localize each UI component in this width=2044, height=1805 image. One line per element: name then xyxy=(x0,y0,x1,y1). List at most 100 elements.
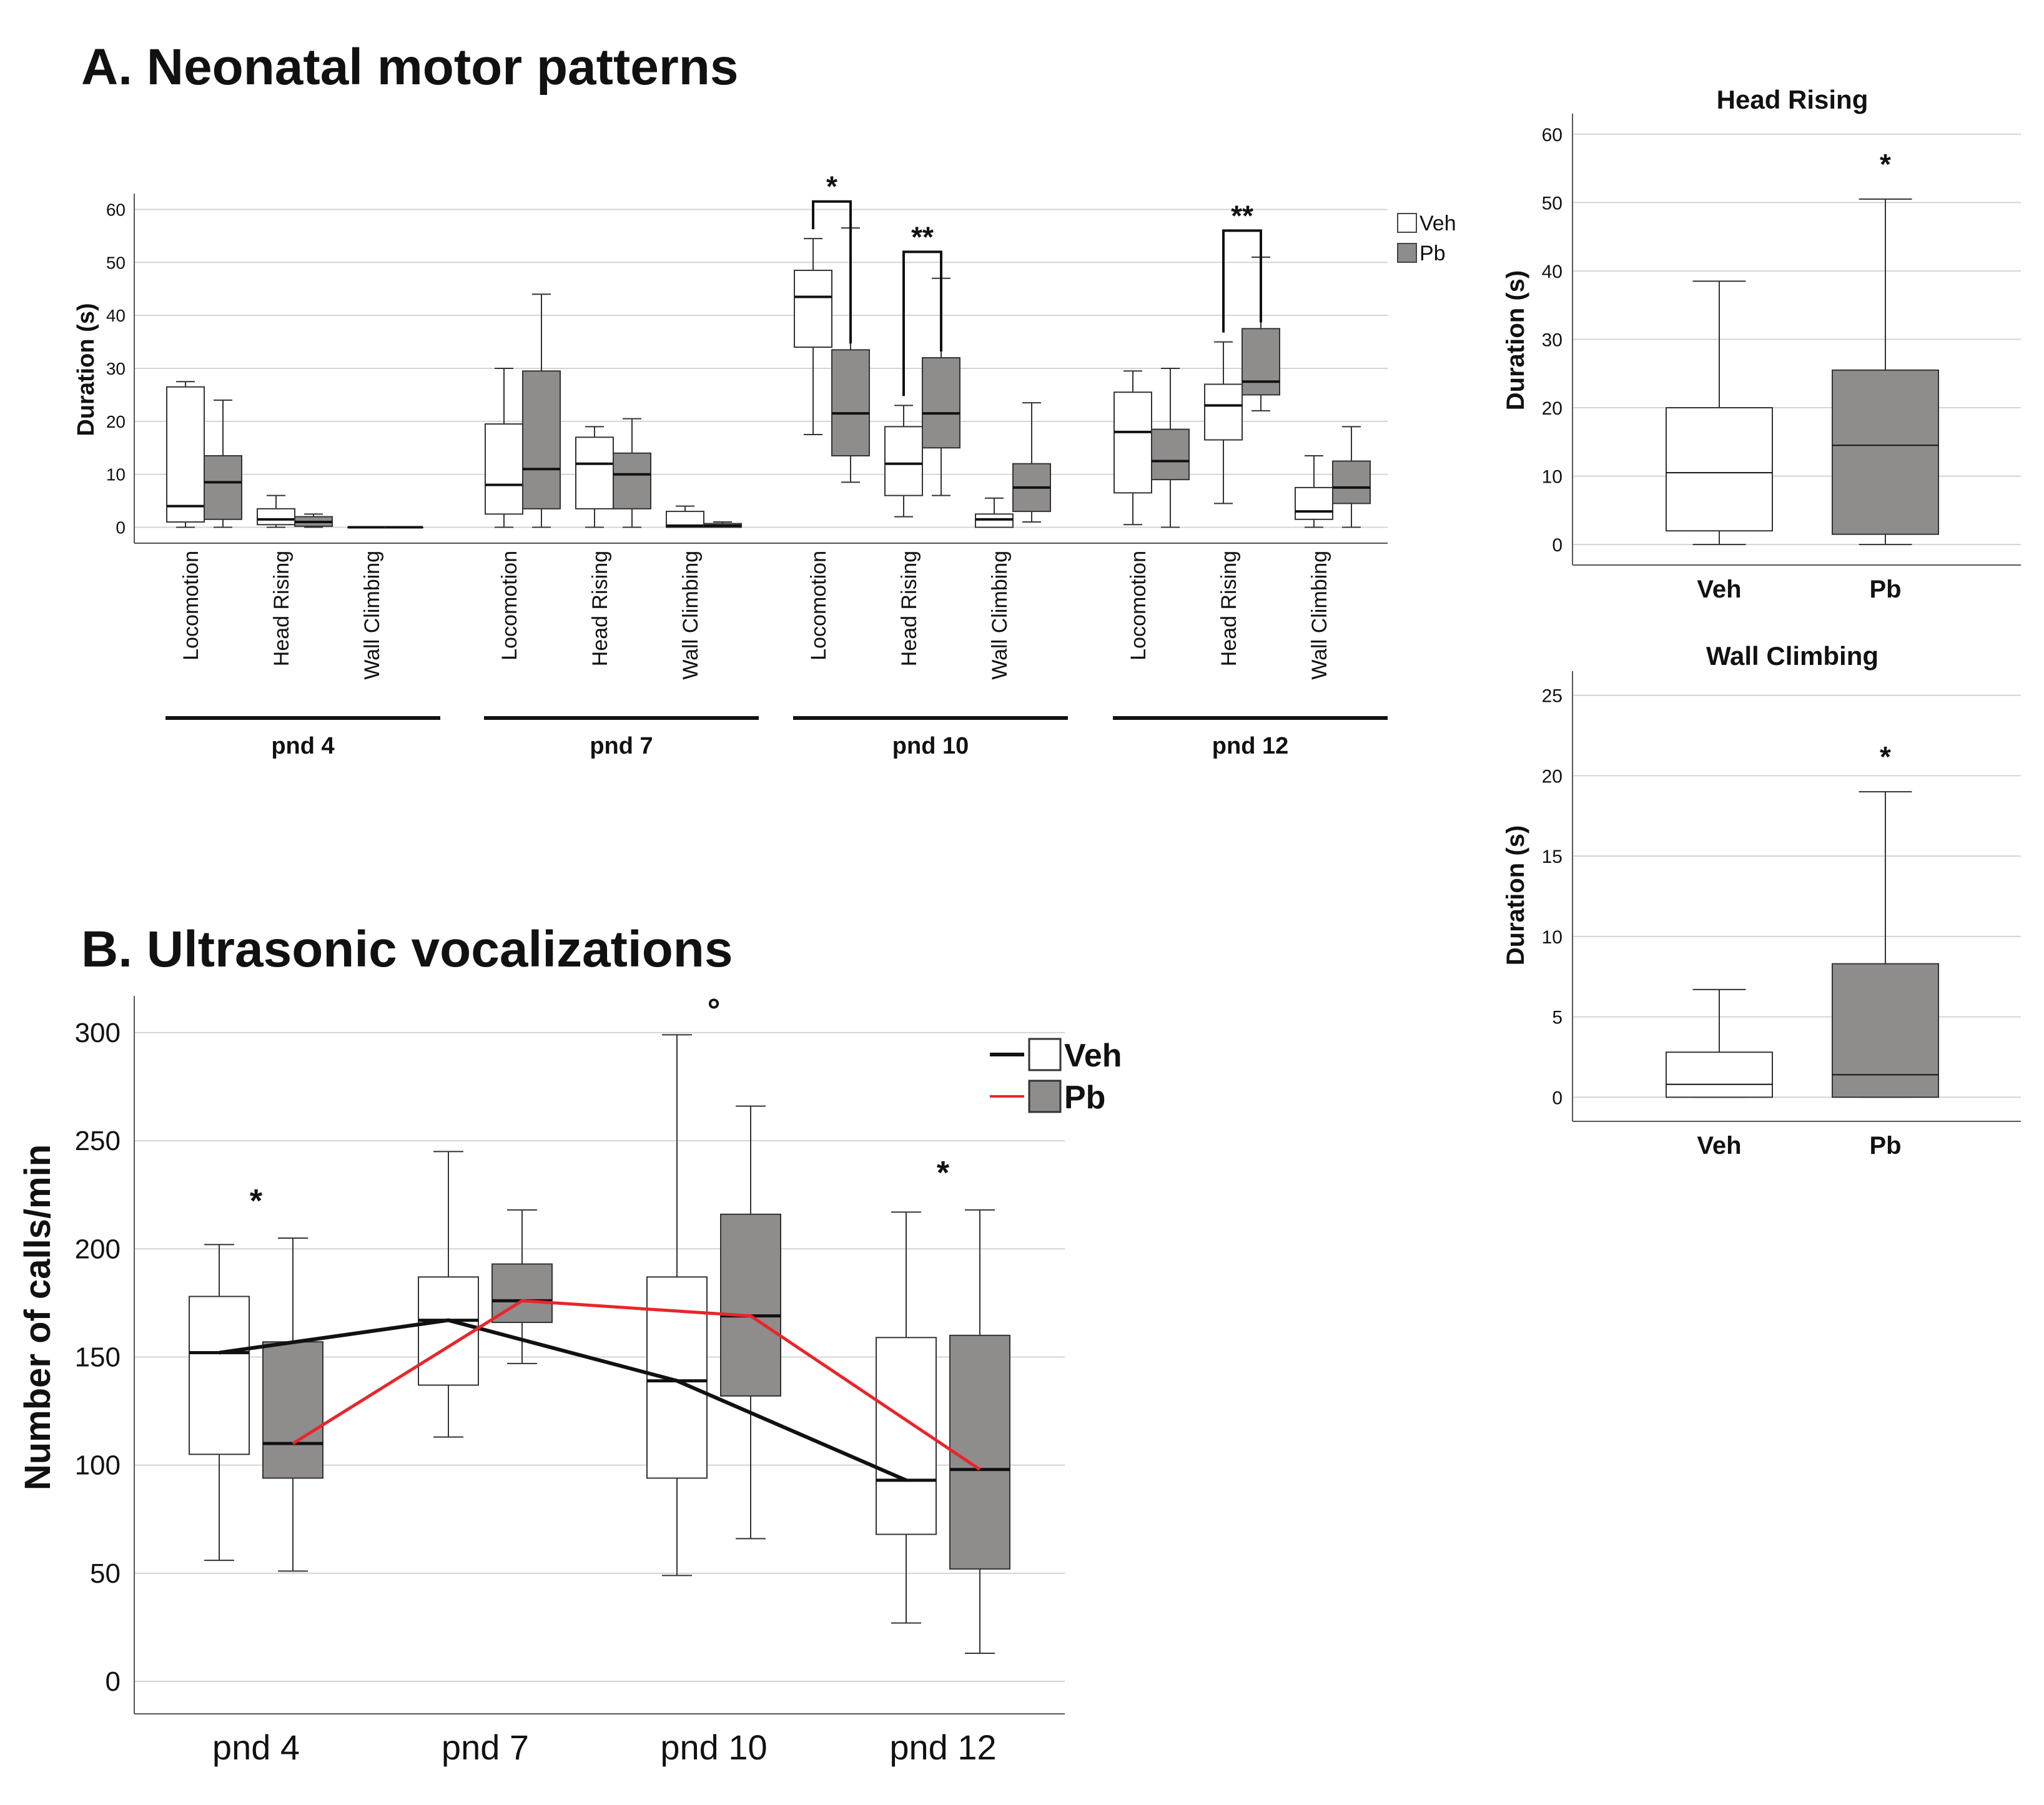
category-label-a: Wall Climbing xyxy=(679,551,703,680)
box-pb xyxy=(1151,368,1190,528)
box-veh xyxy=(876,1211,937,1624)
box-pb-iqr xyxy=(1832,369,1939,535)
box-veh-iqr xyxy=(1113,391,1152,494)
y-tick-label-inset: 40 xyxy=(1542,262,1563,282)
panel-b-y-axis-label: Number of calls/min xyxy=(17,1144,58,1490)
box-veh xyxy=(166,381,205,528)
box-pb xyxy=(613,418,651,528)
y-tick-label-inset: 0 xyxy=(1552,535,1563,556)
legend-pb-swatch xyxy=(1397,243,1417,263)
box-pb xyxy=(1012,402,1051,523)
box-veh xyxy=(189,1244,250,1562)
y-tick-label-inset: 5 xyxy=(1552,1008,1563,1028)
box-veh xyxy=(575,426,614,528)
head-rising-title: Head Rising xyxy=(1717,85,1869,114)
category-label-a: Locomotion xyxy=(1127,551,1150,661)
box-veh xyxy=(666,505,704,528)
group-label: pnd 7 xyxy=(590,733,653,759)
y-tick-label-a: 50 xyxy=(106,253,126,272)
series-line-pb xyxy=(292,1299,981,1471)
box-veh-iqr xyxy=(975,513,1014,528)
y-tick-label-a: 20 xyxy=(106,412,126,431)
category-label-a: Head Rising xyxy=(1217,551,1241,666)
legend-pb-label: Pb xyxy=(1064,1080,1105,1116)
box-veh xyxy=(485,368,523,528)
y-tick-label-inset: 60 xyxy=(1542,125,1563,145)
significance-marker: * xyxy=(250,1183,263,1219)
group-label: pnd 4 xyxy=(271,733,334,759)
box-pb-iqr xyxy=(922,357,960,449)
y-tick-label-inset: 10 xyxy=(1542,927,1563,948)
box-veh-iqr xyxy=(166,386,205,523)
y-tick-label-a: 0 xyxy=(116,518,126,538)
box-pb xyxy=(522,293,561,528)
category-label-a: Locomotion xyxy=(807,551,831,661)
legend-veh-label: Veh xyxy=(1064,1038,1122,1074)
y-tick-label-b: 0 xyxy=(106,1666,121,1697)
category-label-b: pnd 12 xyxy=(889,1728,996,1767)
category-label-a: Wall Climbing xyxy=(1308,551,1331,680)
box-pb-iqr xyxy=(204,455,242,520)
box-veh-iqr xyxy=(876,1337,937,1535)
box-pb xyxy=(720,1105,781,1540)
group-label: pnd 10 xyxy=(892,733,969,759)
box-veh xyxy=(1295,455,1333,528)
category-label-inset: Veh xyxy=(1697,1132,1741,1159)
category-label-inset: Pb xyxy=(1869,576,1901,603)
category-label-a: Locomotion xyxy=(179,551,203,661)
box-veh xyxy=(884,405,923,518)
legend-veh-swatch xyxy=(1397,213,1417,233)
significance-bracket xyxy=(812,200,852,344)
y-tick-label-inset: 15 xyxy=(1542,847,1563,867)
box-veh xyxy=(257,494,295,528)
box-pb-iqr xyxy=(522,370,561,509)
category-label-inset: Pb xyxy=(1869,1132,1901,1159)
box-pb xyxy=(1332,426,1371,528)
box-veh xyxy=(646,1034,708,1576)
y-tick-label-inset: 30 xyxy=(1542,330,1563,351)
y-tick-label-b: 200 xyxy=(75,1234,121,1264)
legend-pb-label: Pb xyxy=(1419,242,1446,265)
box-pb-iqr xyxy=(831,349,870,457)
wall-climbing-chart: Wall Climbing Duration (s) 0 5 10 15 20 25 Veh… xyxy=(1502,641,2021,1159)
y-tick-label-inset: 50 xyxy=(1542,193,1563,214)
y-tick-label-b: 150 xyxy=(75,1342,121,1372)
significance-marker: * xyxy=(937,1155,950,1191)
significance-marker: * xyxy=(1880,148,1891,180)
legend-veh-label: Veh xyxy=(1419,212,1456,235)
box-veh xyxy=(794,238,832,436)
box-veh-iqr xyxy=(794,270,832,348)
y-tick-label-a: 40 xyxy=(106,306,126,325)
box-pb xyxy=(1832,198,1939,546)
panel-a-chart: A. Neonatal motor patterns Duration (s) … xyxy=(73,39,1456,759)
box-pb-iqr xyxy=(613,452,651,509)
head-rising-y-axis-label: Duration (s) xyxy=(1502,270,1529,410)
box-pb-iqr xyxy=(949,1334,1010,1570)
box-veh-iqr xyxy=(646,1276,708,1479)
box-pb-iqr xyxy=(262,1341,323,1479)
box-veh xyxy=(1666,988,1773,1098)
y-tick-label-a: 60 xyxy=(106,200,126,219)
box-pb xyxy=(204,399,242,528)
category-label-a: Head Rising xyxy=(270,551,294,666)
box-veh xyxy=(1204,341,1243,504)
box-veh xyxy=(418,1151,479,1438)
wall-climbing-y-axis-label: Duration (s) xyxy=(1502,825,1529,965)
y-tick-label-a: 30 xyxy=(106,359,126,378)
box-veh xyxy=(975,497,1014,528)
box-pb xyxy=(1832,791,1939,1098)
box-veh xyxy=(1666,280,1773,546)
y-tick-label-a: 10 xyxy=(106,465,126,484)
box-veh-iqr xyxy=(884,426,923,496)
category-label-b: pnd 10 xyxy=(660,1728,767,1767)
category-label-a: Wall Climbing xyxy=(360,551,384,680)
box-pb xyxy=(831,227,870,483)
series-line-veh xyxy=(219,1318,907,1482)
box-veh xyxy=(1113,370,1152,526)
significance-marker: ° xyxy=(708,992,721,1028)
panel-a-y-axis-label: Duration (s) xyxy=(73,303,99,436)
box-veh-iqr xyxy=(1295,486,1333,520)
box-pb-iqr xyxy=(1332,460,1371,504)
y-tick-label-b: 50 xyxy=(90,1558,121,1589)
